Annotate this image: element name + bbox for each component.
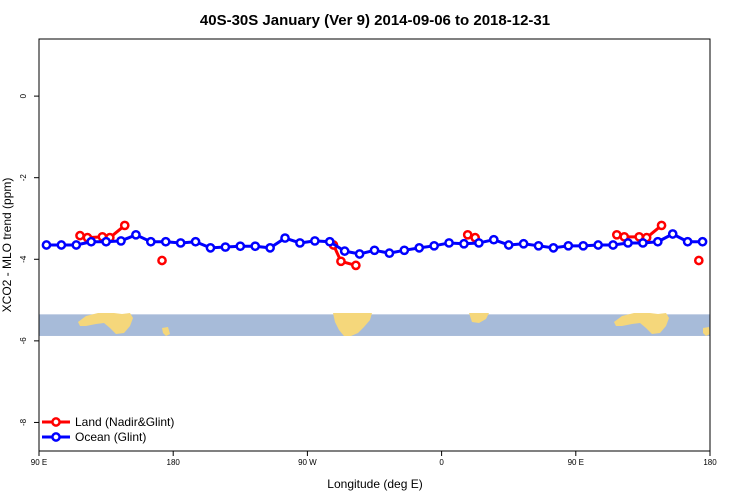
ocean-series-point bbox=[280, 233, 290, 243]
ocean-series-point bbox=[488, 234, 499, 245]
y-tick-label: 0 bbox=[19, 93, 28, 98]
y-tick-label: -4 bbox=[19, 255, 28, 263]
ocean-series-point bbox=[682, 236, 693, 247]
ocean-series-point bbox=[354, 249, 365, 259]
legend-marker-ocean bbox=[51, 432, 61, 442]
x-tick-label: 90 W bbox=[298, 458, 317, 467]
y-tick-label: -8 bbox=[19, 418, 28, 426]
series-layer bbox=[41, 220, 708, 271]
ocean-series-point bbox=[444, 238, 454, 248]
y-tick-label: -6 bbox=[19, 337, 28, 345]
x-axis: 90 E 180 90 W 0 90 E 180 bbox=[31, 451, 717, 467]
map-land-tasmania bbox=[162, 327, 170, 336]
ocean-series-point bbox=[563, 240, 574, 251]
ocean-series-point bbox=[190, 236, 201, 247]
ocean-series-point bbox=[324, 236, 335, 247]
ocean-series-point bbox=[593, 240, 604, 250]
ocean-series-point bbox=[503, 240, 514, 250]
land-series-point bbox=[656, 220, 667, 231]
ocean-series-point bbox=[71, 240, 82, 250]
ocean-series-point bbox=[205, 243, 216, 253]
ocean-series-point bbox=[86, 236, 97, 247]
ocean-series-point bbox=[56, 240, 67, 250]
land-series-point bbox=[351, 260, 361, 271]
x-tick-label: 180 bbox=[167, 458, 181, 467]
ocean-series-point bbox=[623, 238, 633, 248]
chart-title: 40S-30S January (Ver 9) 2014-09-06 to 20… bbox=[200, 12, 550, 29]
map-ocean bbox=[39, 314, 710, 336]
map-land-south-africa bbox=[469, 313, 489, 323]
map-land-tasmania-repeat bbox=[703, 327, 710, 336]
y-axis-label: XCO2 - MLO trend (ppm) bbox=[0, 178, 14, 313]
plot-frame bbox=[38, 38, 711, 452]
y-axis: 0 -2 -4 -6 -8 bbox=[19, 93, 39, 426]
legend: Land (Nadir&Glint) Ocean (Glint) bbox=[42, 415, 174, 444]
ocean-series-point bbox=[250, 241, 261, 252]
ocean-series-point bbox=[548, 243, 559, 253]
ocean-series-point bbox=[638, 238, 648, 248]
x-tick-label: 90 E bbox=[31, 458, 47, 467]
land-series-point bbox=[75, 230, 85, 241]
land-series-point bbox=[157, 255, 167, 266]
ocean-series-point bbox=[697, 236, 708, 247]
map-land-australia bbox=[78, 313, 133, 334]
ocean-series-point bbox=[310, 236, 320, 246]
ocean-series-point bbox=[145, 236, 156, 247]
ocean-series-point bbox=[533, 240, 544, 251]
land-series-point bbox=[611, 229, 622, 240]
ocean-series-point bbox=[265, 243, 275, 253]
ocean-series-point bbox=[101, 236, 111, 247]
ocean-series-point bbox=[131, 229, 141, 240]
legend-label-land: Land (Nadir&Glint) bbox=[75, 415, 174, 429]
map-band bbox=[39, 313, 710, 336]
ocean-series-point bbox=[295, 238, 305, 248]
ocean-series-point bbox=[235, 241, 246, 252]
y-tick-label: -2 bbox=[19, 174, 28, 182]
ocean-series-point bbox=[220, 242, 231, 252]
ocean-series-point bbox=[41, 240, 52, 250]
map-land-south-america bbox=[333, 313, 372, 336]
ocean-series-point bbox=[399, 245, 410, 256]
ocean-series-point bbox=[608, 240, 618, 250]
ocean-series-point bbox=[518, 238, 529, 249]
land-series-point bbox=[119, 220, 130, 231]
x-tick-label: 180 bbox=[703, 458, 717, 467]
legend-label-ocean: Ocean (Glint) bbox=[75, 430, 146, 444]
x-tick-label: 90 E bbox=[568, 458, 584, 467]
land-series-point bbox=[462, 229, 473, 240]
ocean-series-point bbox=[339, 246, 350, 256]
ocean-series-point bbox=[578, 240, 589, 251]
ocean-series-point bbox=[384, 248, 395, 259]
ocean-series-point bbox=[652, 236, 663, 247]
x-tick-label: 0 bbox=[439, 458, 444, 467]
ocean-series-point bbox=[160, 236, 171, 247]
ocean-series-point bbox=[667, 229, 678, 239]
ocean-series-point bbox=[414, 243, 425, 253]
legend-item-land: Land (Nadir&Glint) bbox=[42, 415, 174, 429]
legend-marker-land bbox=[51, 417, 61, 427]
land-series-point bbox=[693, 255, 704, 266]
ocean-series-point bbox=[459, 238, 469, 249]
map-land-australia-repeat bbox=[614, 313, 669, 334]
ocean-series-point bbox=[429, 240, 439, 251]
land-series-point bbox=[336, 256, 346, 267]
x-axis-label: Longitude (deg E) bbox=[327, 477, 422, 491]
ocean-series-point bbox=[175, 238, 186, 248]
ocean-series-point bbox=[369, 245, 380, 256]
ocean-series-point bbox=[116, 236, 126, 246]
ocean-series-point bbox=[474, 238, 484, 248]
legend-item-ocean: Ocean (Glint) bbox=[42, 430, 146, 444]
